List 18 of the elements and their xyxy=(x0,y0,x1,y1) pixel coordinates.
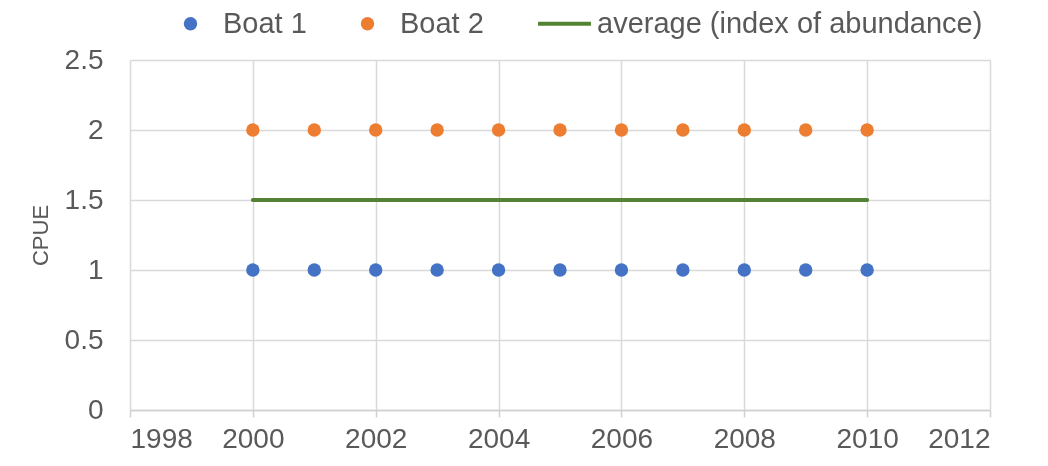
y-tick-label: 1.5 xyxy=(64,183,104,215)
x-tick-label: 1998 xyxy=(130,422,193,454)
legend-label: Boat 2 xyxy=(400,6,484,39)
legend-label: average (index of abundance) xyxy=(597,6,983,39)
x-tick-label: 2008 xyxy=(713,422,776,454)
x-tick-label: 2002 xyxy=(345,422,408,454)
y-tick-label: 1 xyxy=(87,253,104,285)
y-tick-label: 0 xyxy=(87,393,104,425)
y-tick-label: 2 xyxy=(87,113,104,145)
x-tick-label: 2000 xyxy=(222,422,285,454)
x-tick-label: 2006 xyxy=(590,422,654,454)
x-tick-label: 2004 xyxy=(467,422,531,454)
y-axis-title: CPUE xyxy=(27,204,53,267)
x-tick-label: 2012 xyxy=(928,422,991,454)
x-tick-label: 2010 xyxy=(836,422,899,454)
y-tick-label: 2.5 xyxy=(64,43,104,75)
legend-label: Boat 1 xyxy=(223,6,307,39)
y-tick-label: 0.5 xyxy=(64,323,104,355)
